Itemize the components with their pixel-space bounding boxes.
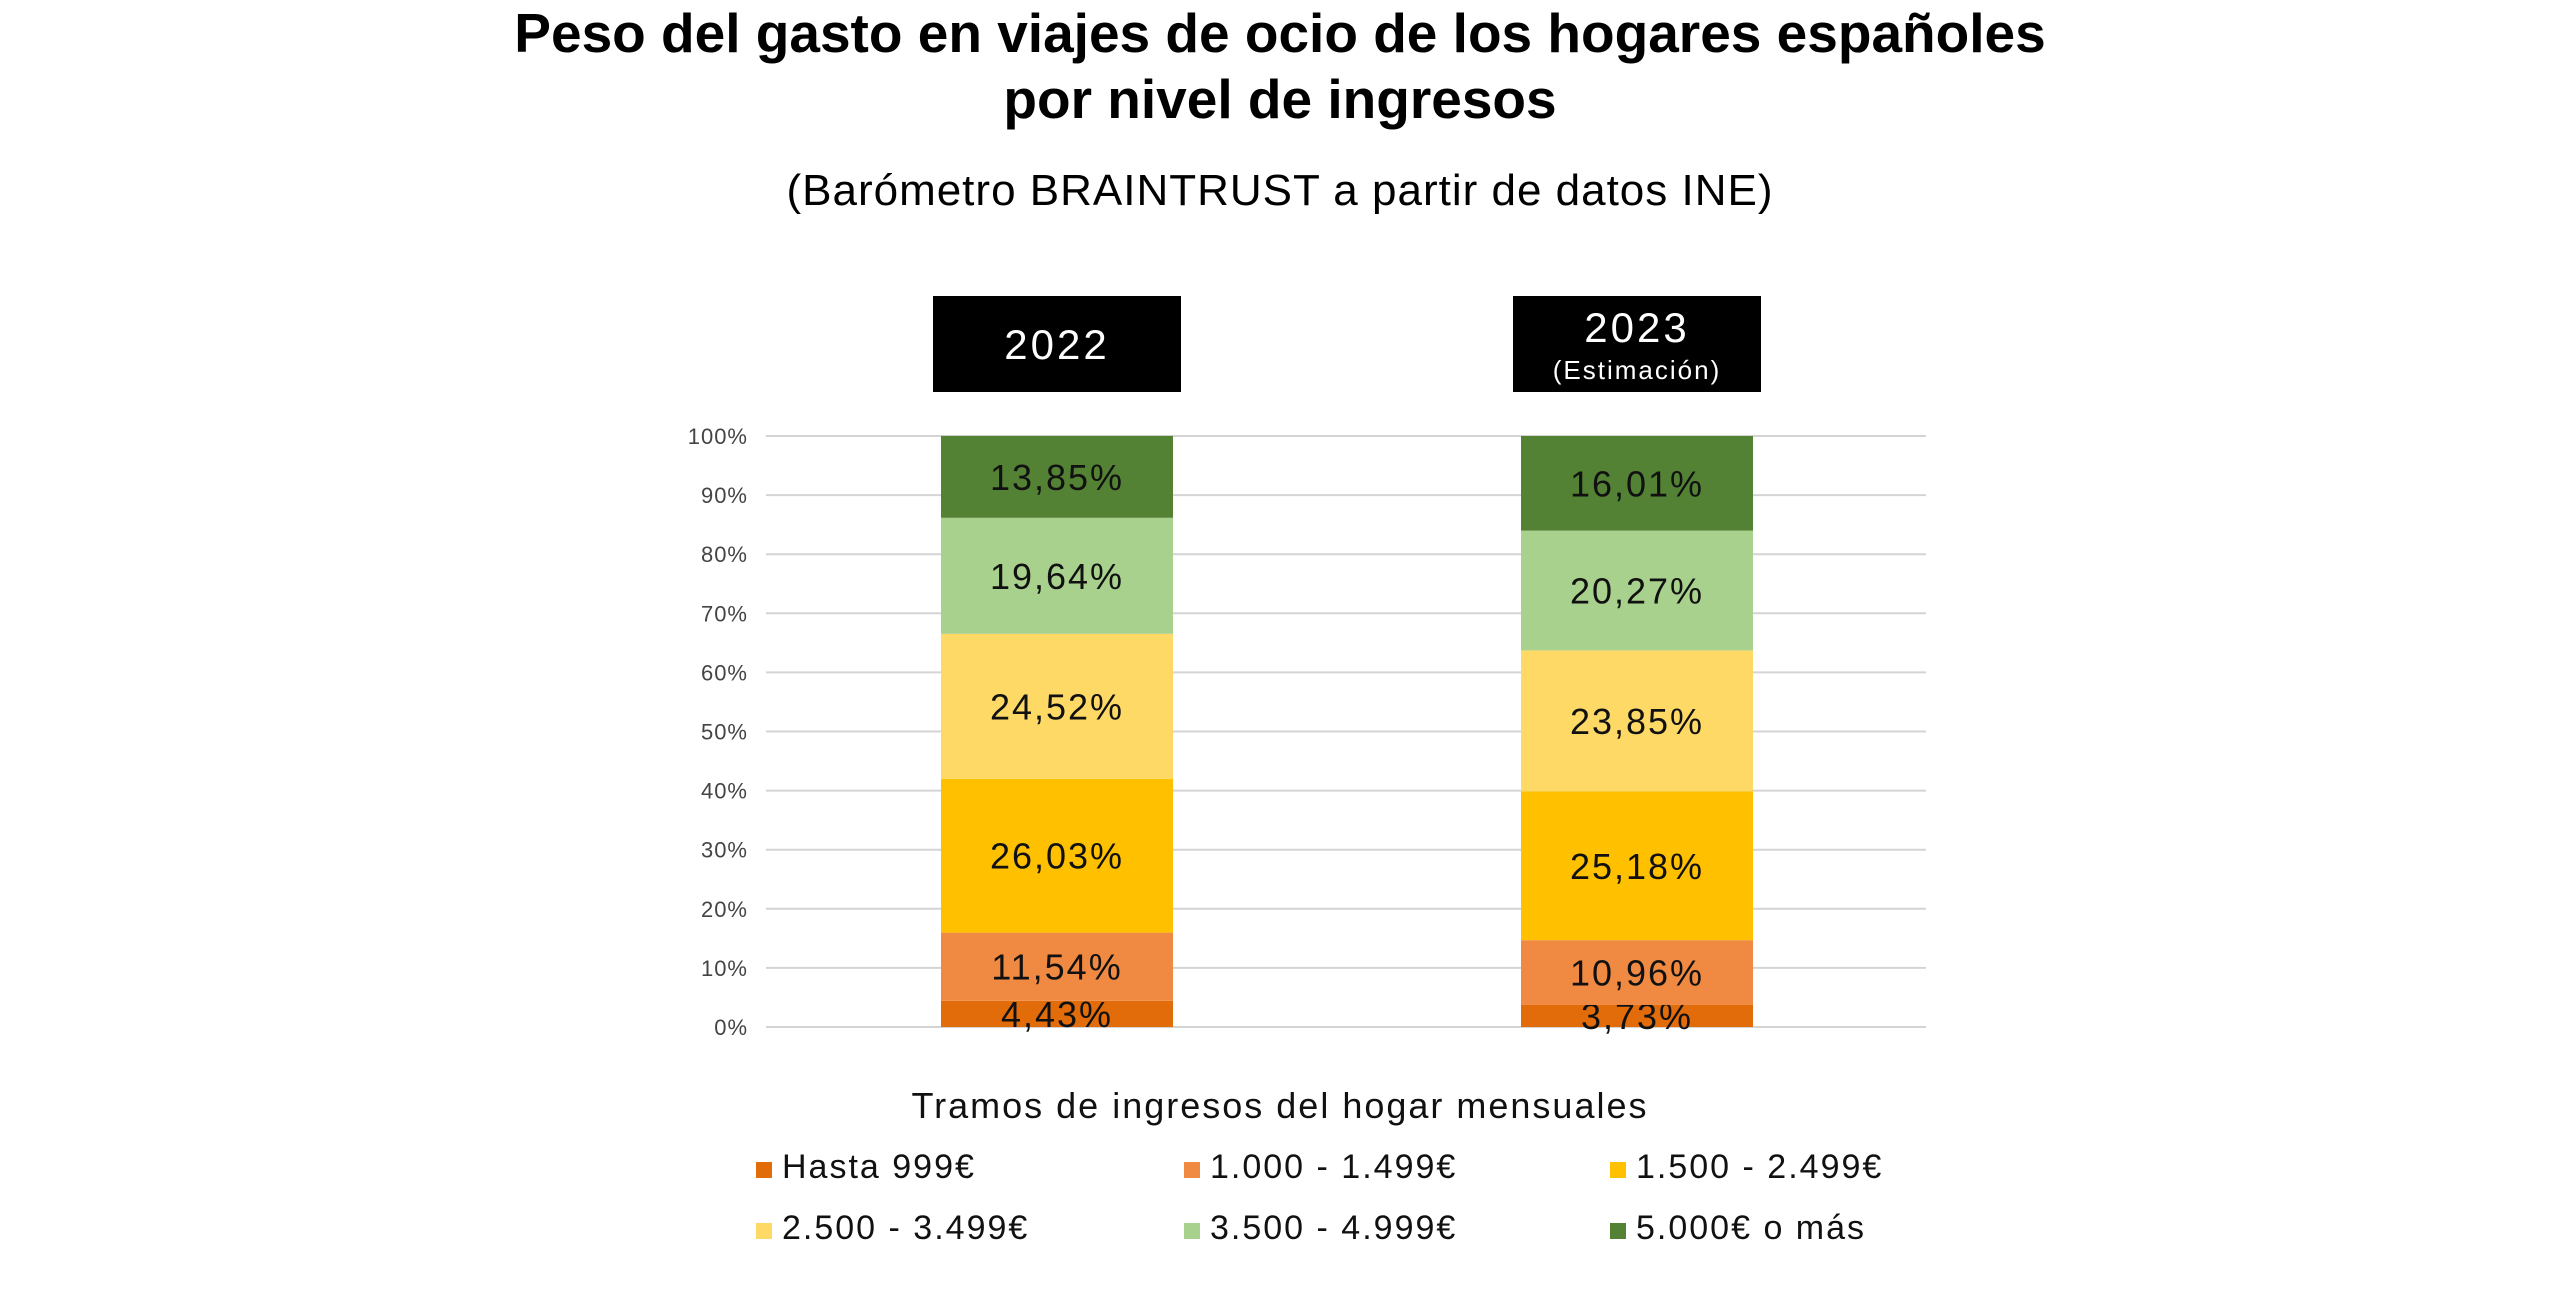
- y-tick-label: 30%: [701, 838, 748, 863]
- category-headers: 2022 2023 (Estimación): [933, 296, 1761, 392]
- y-tick-label: 100%: [688, 424, 748, 449]
- legend-title: Tramos de ingresos del hogar mensuales: [911, 1085, 1648, 1126]
- data-label: 24,52%: [990, 686, 1124, 727]
- bar-segment: [1521, 940, 1753, 1005]
- stacked-bars: 4,43%11,54%26,03%24,52%19,64%13,85%3,73%…: [941, 435, 1753, 1037]
- legend-item-label: Hasta 999€: [782, 1148, 976, 1186]
- data-label: 13,85%: [990, 457, 1124, 498]
- category-note-label: (Estimación): [1553, 355, 1721, 385]
- bar-segment: [941, 778, 1173, 933]
- bar-segment: [1521, 791, 1753, 941]
- bar-segment: [941, 633, 1173, 779]
- bar-segment: [941, 435, 1173, 518]
- bar-segment: [1521, 650, 1753, 792]
- y-tick-label: 10%: [701, 956, 748, 981]
- data-label: 26,03%: [990, 836, 1124, 877]
- legend-item-label: 1.000 - 1.499€: [1210, 1148, 1457, 1186]
- category-year-label: 2022: [1004, 321, 1109, 368]
- chart-title-line1: Peso del gasto en viajes de ocio de los …: [514, 2, 2045, 64]
- legend-swatch: [1610, 1162, 1626, 1178]
- y-axis: 0% 10% 20% 30% 40% 50% 60% 70% 80% 90% 100%: [688, 424, 748, 1040]
- legend-item-label: 2.500 - 3.499€: [782, 1209, 1029, 1247]
- data-label: 19,64%: [990, 556, 1124, 597]
- y-tick-label: 20%: [701, 897, 748, 922]
- y-tick-label: 70%: [701, 601, 748, 626]
- legend-swatch: [1184, 1162, 1200, 1178]
- bar-segment: [941, 517, 1173, 634]
- legend-swatch: [1610, 1223, 1626, 1239]
- data-label: 20,27%: [1570, 571, 1704, 612]
- data-label: 25,18%: [1570, 846, 1704, 887]
- data-label: 23,85%: [1570, 701, 1704, 742]
- legend-item-label: 3.500 - 4.999€: [1210, 1209, 1457, 1247]
- legend-swatch: [756, 1162, 772, 1178]
- bar-segment: [1521, 436, 1753, 531]
- y-tick-label: 80%: [701, 542, 748, 567]
- data-label: 16,01%: [1570, 463, 1704, 504]
- y-tick-label: 50%: [701, 720, 748, 745]
- data-label: 10,96%: [1570, 953, 1704, 994]
- legend-item-label: 1.500 - 2.499€: [1636, 1148, 1883, 1186]
- category-header-box: [933, 296, 1181, 392]
- legend: Hasta 999€ 1.000 - 1.499€ 1.500 - 2.499€ 2.…: [756, 1148, 1883, 1247]
- bar-segment: [941, 932, 1173, 1001]
- y-tick-label: 60%: [701, 660, 748, 685]
- legend-swatch: [756, 1223, 772, 1239]
- data-label: 11,54%: [991, 947, 1122, 988]
- legend-swatch: [1184, 1223, 1200, 1239]
- y-tick-label: 90%: [701, 483, 748, 508]
- y-tick-label: 0%: [714, 1015, 748, 1040]
- category-year-label: 2023: [1584, 304, 1689, 351]
- legend-item-label: 5.000€ o más: [1636, 1209, 1866, 1247]
- category-header-box: [1513, 296, 1761, 392]
- chart-title-line2: por nivel de ingresos: [1003, 68, 1556, 130]
- bar-segment: [1521, 530, 1753, 651]
- chart-subtitle: (Barómetro BRAINTRUST a partir de datos …: [786, 166, 1773, 215]
- bar-segment: [1521, 1004, 1753, 1027]
- bar-segment: [941, 1000, 1173, 1027]
- y-tick-label: 40%: [701, 779, 748, 804]
